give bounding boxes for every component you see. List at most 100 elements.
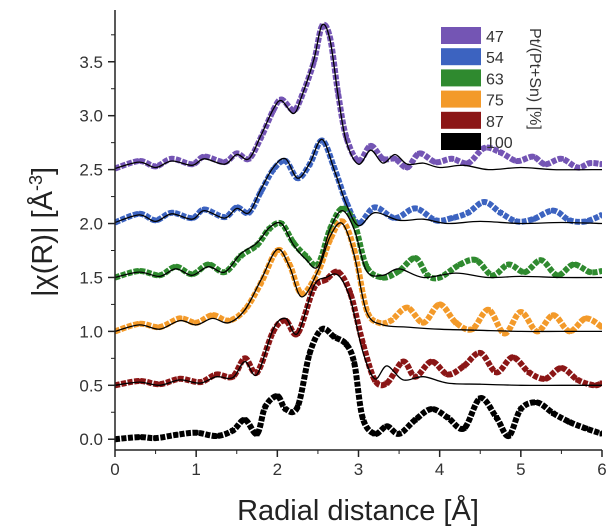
data-point-100: [295, 404, 301, 410]
data-point-54: [530, 216, 536, 222]
data-point-63: [599, 268, 602, 274]
data-point-54: [465, 210, 471, 216]
data-point-75: [388, 318, 394, 324]
data-point-100: [115, 436, 118, 442]
fit-line-54: [115, 138, 602, 227]
data-point-54: [550, 208, 556, 214]
legend-label-63: 63: [486, 71, 504, 88]
data-point-100: [567, 419, 572, 425]
data-point-47: [201, 154, 207, 160]
data-point-100: [534, 400, 540, 405]
data-point-87: [477, 350, 483, 356]
data-point-54: [222, 214, 228, 220]
data-point-75: [485, 307, 491, 313]
data-point-47: [558, 156, 564, 162]
data-point-63: [291, 240, 297, 246]
data-point-75: [258, 280, 264, 286]
data-point-54: [356, 221, 361, 226]
data-point-54: [169, 210, 175, 216]
data-point-87: [542, 376, 548, 382]
legend-swatch-100: [441, 133, 481, 150]
data-point-47: [291, 107, 297, 113]
data-point-54: [498, 210, 503, 216]
data-point-100: [550, 410, 556, 416]
data-point-100: [262, 404, 268, 410]
y-tick-label: 3.5: [79, 53, 103, 72]
data-point-87: [526, 369, 532, 375]
data-point-54: [433, 217, 439, 223]
data-point-47: [153, 163, 159, 169]
data-point-63: [238, 253, 244, 259]
data-point-100: [242, 417, 248, 423]
data-point-87: [177, 376, 183, 382]
data-point-47: [481, 145, 487, 151]
data-point-87: [400, 359, 406, 365]
data-point-47: [514, 158, 520, 164]
data-point-54: [599, 212, 602, 218]
data-point-87: [347, 291, 353, 297]
data-point-75: [177, 315, 183, 321]
data-point-54: [412, 205, 418, 211]
data-point-54: [567, 217, 572, 223]
y-axis-title-exponent: -3: [26, 175, 46, 191]
data-point-47: [234, 150, 240, 156]
legend-label-100: 100: [486, 135, 513, 152]
data-point-100: [307, 350, 313, 356]
data-point-100: [193, 430, 199, 436]
data-point-100: [136, 434, 142, 440]
data-point-87: [575, 377, 581, 383]
fit-line-75: [115, 222, 602, 333]
legend: 47 54 63 75 87 100 Pt/(Pt+Sn) [%]: [441, 27, 543, 152]
data-point-47: [136, 158, 142, 164]
data-point-100: [360, 415, 366, 421]
y-tick-label: 1.5: [79, 268, 103, 287]
data-point-54: [343, 199, 349, 205]
fit-line-47: [115, 23, 602, 171]
data-point-63: [315, 262, 321, 267]
data-point-47: [278, 97, 284, 102]
data-point-87: [429, 359, 435, 365]
data-point-100: [396, 431, 402, 437]
data-point-100: [173, 432, 179, 438]
series-line-87: [115, 268, 602, 389]
data-point-100: [230, 428, 236, 434]
y-tick-label: 1.0: [79, 322, 103, 341]
data-point-100: [214, 433, 219, 439]
data-point-47: [498, 149, 503, 155]
data-point-100: [319, 326, 325, 332]
data-point-47: [465, 160, 471, 166]
data-point-54: [270, 167, 276, 173]
data-point-100: [343, 341, 349, 347]
data-point-87: [445, 372, 451, 377]
data-point-54: [583, 218, 589, 224]
data-point-100: [477, 395, 483, 401]
data-point-54: [234, 204, 240, 210]
data-point-75: [351, 248, 357, 253]
x-axis-title: Radial distance [Å]: [237, 494, 479, 527]
data-point-47: [356, 158, 361, 164]
data-point-87: [242, 355, 248, 361]
data-point-87: [270, 328, 276, 334]
legend-swatch-87: [441, 111, 481, 129]
data-point-54: [372, 204, 378, 210]
data-point-63: [412, 255, 418, 261]
legend-title: Pt/(Pt+Sn) [%]: [526, 28, 543, 130]
x-tick-label: 3: [354, 460, 363, 479]
data-point-47: [380, 156, 386, 162]
data-point-87: [323, 277, 329, 283]
data-point-75: [583, 315, 589, 321]
data-point-87: [372, 377, 378, 383]
data-point-47: [258, 134, 264, 140]
data-point-63: [587, 269, 593, 275]
data-point-75: [209, 312, 215, 318]
data-point-63: [364, 264, 370, 270]
data-point-47: [449, 156, 455, 162]
x-tick-label: 4: [435, 460, 444, 479]
data-point-63: [554, 272, 560, 278]
data-point-47: [404, 165, 410, 170]
data-point-75: [453, 320, 459, 326]
data-point-75: [364, 307, 370, 313]
data-point-87: [283, 318, 288, 324]
data-point-47: [368, 143, 374, 149]
data-point-63: [571, 262, 577, 267]
